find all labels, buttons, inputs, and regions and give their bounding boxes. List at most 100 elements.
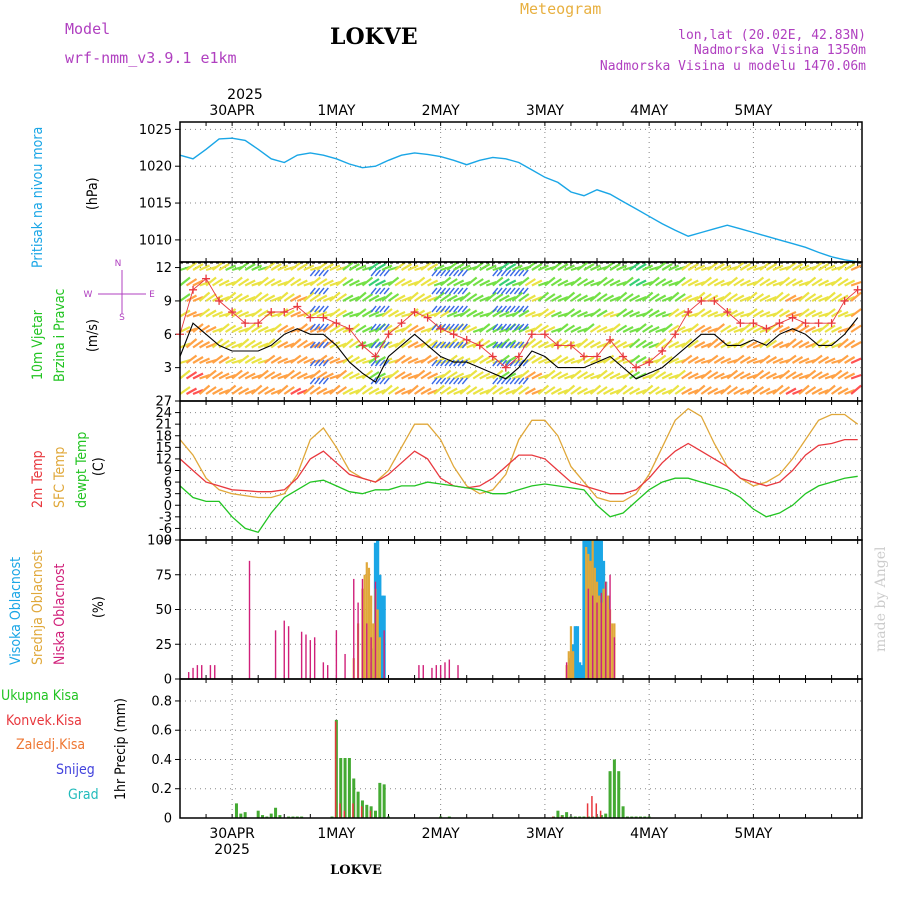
wind-arrow <box>335 276 348 287</box>
wind-arrow <box>700 326 712 333</box>
wind-arrow <box>739 388 751 396</box>
wind-arrow <box>318 323 325 331</box>
wind-arrow <box>766 388 777 396</box>
wind-arrow <box>798 280 810 287</box>
wind-arrow <box>394 338 406 349</box>
wind-arrow <box>448 359 455 367</box>
wind-arrow <box>850 324 862 333</box>
temp-ytick-label: 6 <box>164 476 172 491</box>
compass-e: E <box>149 290 155 300</box>
wind-arrow <box>720 308 732 318</box>
precip-conv-bar <box>591 796 593 818</box>
wind-arrow <box>687 372 699 380</box>
wind-arrow <box>459 280 471 287</box>
wind-arrow <box>772 308 784 318</box>
wind-arrow <box>635 323 647 333</box>
wind-arrow <box>453 372 465 380</box>
wind-arrow <box>440 386 452 395</box>
low-cloud-bar <box>613 637 616 679</box>
gust-marker <box>306 313 315 322</box>
gust-marker <box>189 285 198 294</box>
wind-arrow <box>785 294 797 302</box>
wind-arrow <box>522 305 529 313</box>
wind-arrow <box>420 327 432 334</box>
wind-arrow <box>244 388 256 396</box>
wind-arrow <box>791 323 804 333</box>
wind-arrow <box>739 323 752 333</box>
wind-arrow <box>257 276 269 287</box>
gust-marker <box>710 296 719 305</box>
wind-arrow <box>383 377 390 385</box>
wind-arrow <box>413 276 426 287</box>
wind-arrow <box>179 326 191 333</box>
wind-arrow <box>225 264 237 272</box>
wind-arrow <box>244 356 256 364</box>
t2m-line <box>179 438 858 495</box>
wind-arrow <box>205 342 217 349</box>
wind-arrow <box>674 386 686 395</box>
wind-arrow <box>231 326 243 333</box>
precip-total-bar <box>617 771 621 818</box>
temp-ytick-label: 0 <box>164 499 172 514</box>
wind-arrow <box>244 323 256 333</box>
wind-arrow <box>759 338 771 349</box>
wind-arrow <box>453 279 465 287</box>
wind-arrow <box>641 308 654 318</box>
wind-arrow <box>283 342 295 349</box>
wind-arrow <box>844 372 856 380</box>
wind-arrow <box>492 323 499 331</box>
wind-arrow <box>694 308 706 318</box>
wind-arrow <box>374 359 382 367</box>
wind-arrow <box>394 294 406 302</box>
wind-label-2: Brzina i Pravac <box>52 288 68 382</box>
wind-arrow <box>211 371 224 380</box>
wind-arrow <box>448 269 455 277</box>
wind-arrow <box>674 369 686 380</box>
wind-arrow <box>513 359 521 367</box>
wind-arrow <box>603 327 614 334</box>
precip-total-bar <box>256 810 260 818</box>
low-cloud-bar <box>596 602 598 679</box>
wind-arrow <box>837 371 849 380</box>
wind-arrow <box>752 342 764 349</box>
precip-total-bar <box>343 758 347 818</box>
wind-arrow <box>231 309 243 318</box>
wind-arrow <box>218 279 230 287</box>
wind-arrow <box>492 377 499 385</box>
wind-arrow <box>383 323 390 331</box>
mid-cloud-bar <box>372 623 375 679</box>
wind-arrow <box>818 279 830 287</box>
wind-arrow <box>318 359 325 367</box>
precip-total-bar <box>565 812 569 818</box>
wind-arrow <box>394 310 406 318</box>
wind-arrow <box>681 278 693 287</box>
wind-arrow <box>446 294 458 302</box>
wind-arrow <box>381 324 393 333</box>
wind-arrow <box>225 324 237 333</box>
wind-arrow <box>237 261 250 271</box>
wind-arrow <box>309 377 316 385</box>
wind-arrow <box>427 388 439 396</box>
wind-arrow <box>444 269 451 277</box>
wind-arrow <box>277 291 289 302</box>
wind-arrow <box>394 371 406 380</box>
wind-arrow <box>322 372 334 380</box>
low-cloud-bar <box>439 665 442 679</box>
wind-arrow <box>179 386 191 395</box>
mid-cloud-bar <box>585 546 588 679</box>
wind-arrow <box>844 279 856 287</box>
cloud-ytick-label: 0 <box>164 673 172 688</box>
wind-arrow <box>850 373 862 380</box>
wind-arrow <box>557 295 569 303</box>
wind-arrow <box>433 280 445 287</box>
wind-arrow <box>831 342 843 349</box>
date-label-top: 2MAY <box>422 103 460 119</box>
wind-arrow <box>218 323 230 333</box>
high-cloud-bar <box>578 662 582 679</box>
gust-marker <box>671 330 680 339</box>
temp-ytick-label: 15 <box>155 441 172 456</box>
wind-arrow <box>407 280 419 287</box>
gust-marker <box>645 358 654 367</box>
wind-arrow <box>435 377 442 385</box>
wind-arrow <box>792 388 803 396</box>
